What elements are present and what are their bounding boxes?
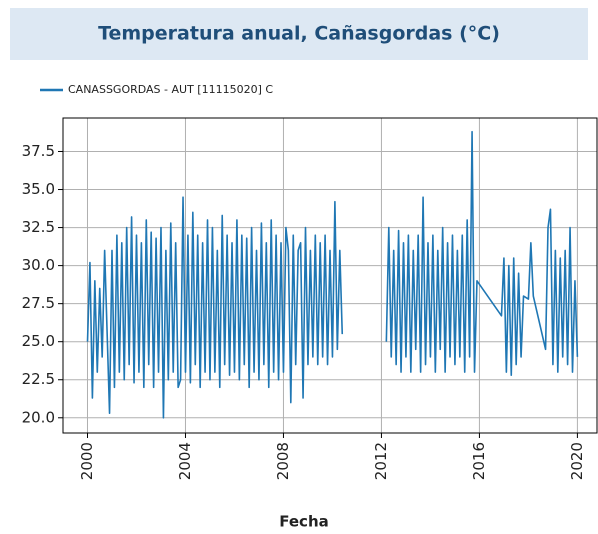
y-tick-label: 32.5	[22, 218, 55, 236]
y-tick-label: 35.0	[22, 180, 55, 198]
legend-label: CANASSGORDAS - AUT [11115020] C	[68, 83, 273, 96]
x-tick-label: 2012	[372, 442, 390, 480]
chart-title: Temperatura anual, Cañasgordas (°C)	[98, 23, 500, 45]
title-banner	[10, 8, 588, 60]
series-line	[86, 130, 579, 419]
x-tick-label: 2000	[78, 442, 96, 480]
x-axis-label: Fecha	[279, 513, 329, 531]
y-tick-label: 25.0	[22, 332, 55, 350]
y-tick-label: 20.0	[22, 408, 55, 426]
x-tick-label: 2020	[568, 442, 586, 480]
plot-frame	[62, 117, 598, 434]
x-tick-label: 2004	[176, 442, 194, 480]
y-tick-label: 27.5	[22, 294, 55, 312]
y-tick-label: 37.5	[22, 142, 55, 160]
y-tick-label: 22.5	[22, 370, 55, 388]
x-tick-label: 2008	[274, 442, 292, 480]
y-tick-label: 30.0	[22, 256, 55, 274]
x-tick-label: 2016	[470, 442, 488, 480]
